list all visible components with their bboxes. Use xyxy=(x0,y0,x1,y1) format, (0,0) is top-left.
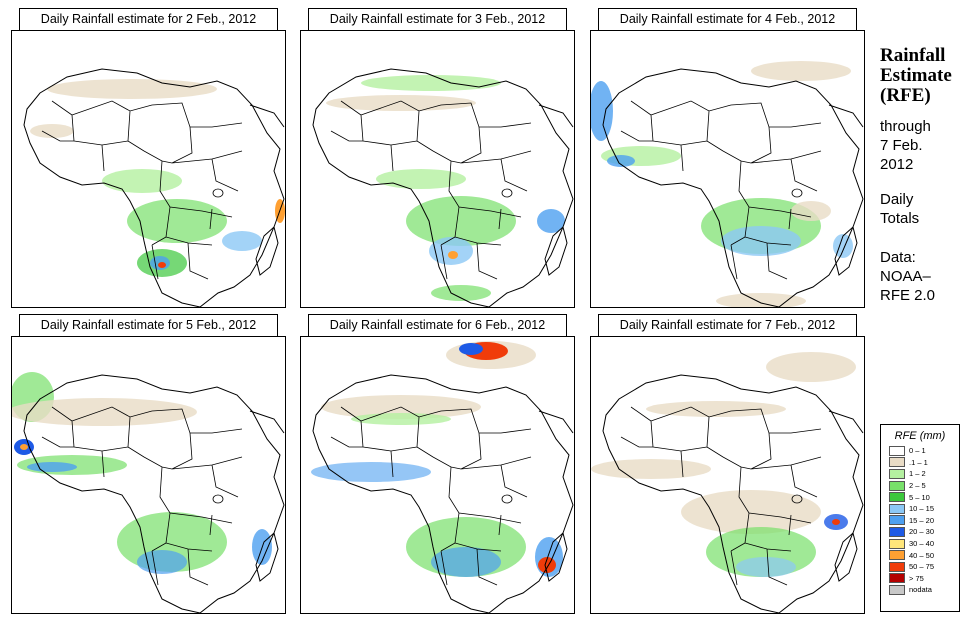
legend-item: 40 – 50 xyxy=(889,549,959,561)
through-year: 2012 xyxy=(880,156,914,173)
legend-item: 2 – 5 xyxy=(889,480,959,492)
map-frame xyxy=(590,336,865,614)
legend-swatch xyxy=(889,584,905,595)
legend-item: > 75 xyxy=(889,573,959,585)
rainfall-map-panel-5-feb: Daily Rainfall estimate for 5 Feb., 2012 xyxy=(11,314,286,614)
legend-label: 2 – 5 xyxy=(909,481,926,491)
legend-item: 30 – 40 xyxy=(889,538,959,550)
legend-item: 1 – 2 xyxy=(889,468,959,480)
panel-title: Daily Rainfall estimate for 4 Feb., 2012 xyxy=(598,8,857,31)
legend-swatch xyxy=(889,561,905,572)
legend-swatch xyxy=(889,480,905,491)
africa-rainfall-map xyxy=(23,68,285,307)
legend-swatch xyxy=(889,503,905,514)
legend-label: nodata xyxy=(909,585,932,595)
legend-swatch xyxy=(889,445,905,456)
legend-label: 0 – 1 xyxy=(909,446,926,456)
legend-label: .1 – 1 xyxy=(909,457,928,467)
panel-title: Daily Rainfall estimate for 7 Feb., 2012 xyxy=(598,314,857,337)
map-frame xyxy=(590,30,865,308)
legend-label: 15 – 20 xyxy=(909,515,935,525)
legend-item: .1 – 1 xyxy=(889,457,959,469)
data-source-line-2: RFE 2.0 xyxy=(880,287,936,304)
panel-title: Daily Rainfall estimate for 6 Feb., 2012 xyxy=(308,314,567,337)
africa-rainfall-map xyxy=(311,341,574,613)
heading-line-1: Rainfall xyxy=(880,45,946,66)
legend-swatch xyxy=(889,492,905,503)
legend-item: 20 – 30 xyxy=(889,526,959,538)
legend-swatch xyxy=(889,526,905,537)
legend-label: 30 – 40 xyxy=(909,539,935,549)
rainfall-map-panel-3-feb: Daily Rainfall estimate for 3 Feb., 2012 xyxy=(300,8,575,308)
through-day: 7 Feb. xyxy=(880,137,923,154)
legend-label: 10 – 15 xyxy=(909,504,935,514)
rainfall-map-panel-2-feb: Daily Rainfall estimate for 2 Feb., 2012 xyxy=(11,8,286,308)
panel-title: Daily Rainfall estimate for 3 Feb., 2012 xyxy=(308,8,567,31)
panel-title: Daily Rainfall estimate for 5 Feb., 2012 xyxy=(19,314,278,337)
heading-line-2: Estimate xyxy=(880,65,952,86)
africa-rainfall-map xyxy=(312,68,574,307)
legend-swatch xyxy=(889,515,905,526)
rainfall-map-panel-7-feb: Daily Rainfall estimate for 7 Feb., 2012 xyxy=(590,314,865,614)
legend-label: 1 – 2 xyxy=(909,469,926,479)
totals-line-1: Daily xyxy=(880,191,914,208)
legend-swatch xyxy=(889,550,905,561)
map-frame xyxy=(11,30,286,308)
africa-rainfall-map xyxy=(12,372,285,613)
map-frame xyxy=(300,30,575,308)
totals-line-2: Totals xyxy=(880,210,920,227)
legend-item: 0 – 1 xyxy=(889,445,959,457)
africa-rainfall-map xyxy=(591,61,864,307)
map-frame xyxy=(300,336,575,614)
legend-item: 15 – 20 xyxy=(889,515,959,527)
map-frame xyxy=(11,336,286,614)
panel-title: Daily Rainfall estimate for 2 Feb., 2012 xyxy=(19,8,278,31)
legend-swatch xyxy=(889,468,905,479)
legend-label: 50 – 75 xyxy=(909,562,935,572)
data-source-line-1: NOAA– xyxy=(880,268,931,285)
legend-item: nodata xyxy=(889,584,959,596)
legend-item: 10 – 15 xyxy=(889,503,959,515)
rainfall-map-panel-6-feb: Daily Rainfall estimate for 6 Feb., 2012 xyxy=(300,314,575,614)
legend-label: 5 – 10 xyxy=(909,492,930,502)
legend-title: RFE (mm) xyxy=(894,430,946,442)
legend-swatch xyxy=(889,573,905,584)
legend-item: 5 – 10 xyxy=(889,491,959,503)
daily-totals-note: Daily Totals xyxy=(880,190,919,228)
through-date: through 7 Feb. 2012 xyxy=(880,117,931,174)
rainfall-map-panel-4-feb: Daily Rainfall estimate for 4 Feb., 2012 xyxy=(590,8,865,308)
legend-label: > 75 xyxy=(909,573,924,583)
legend-swatch xyxy=(889,538,905,549)
data-label: Data: xyxy=(880,249,916,266)
legend-item: 50 – 75 xyxy=(889,561,959,573)
legend-swatch xyxy=(889,457,905,468)
data-source: Data: NOAA– RFE 2.0 xyxy=(880,248,935,305)
heading-line-3: (RFE) xyxy=(880,85,931,106)
legend-label: 40 – 50 xyxy=(909,550,935,560)
legend-label: 20 – 30 xyxy=(909,527,935,537)
africa-rainfall-map xyxy=(591,352,864,613)
through-label: through xyxy=(880,118,931,135)
rfe-heading: Rainfall Estimate (RFE) xyxy=(880,46,952,106)
